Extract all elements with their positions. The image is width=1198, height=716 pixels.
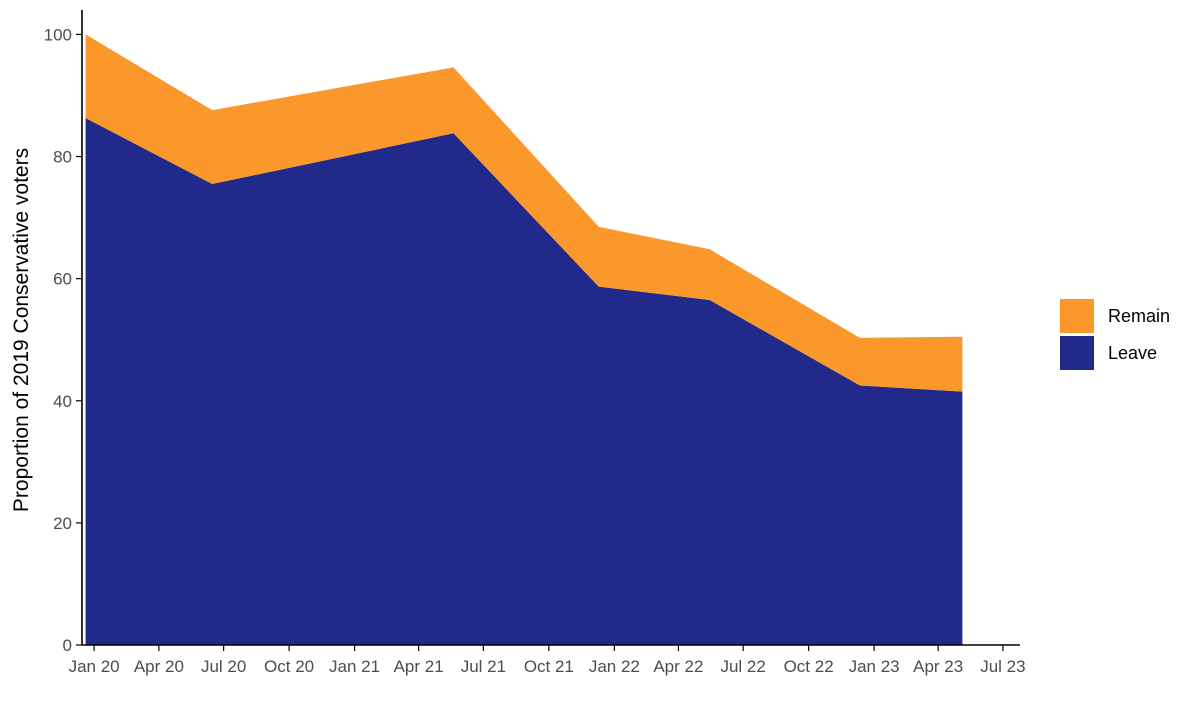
x-axis-ticks: Jan 20 Apr 20 Jul 20 Oct 20 Jan 21 Apr 21 Jul … — [69, 645, 1026, 676]
x-tick-label: Jul 22 — [720, 657, 765, 676]
x-tick-label: Apr 20 — [134, 657, 184, 676]
area-remain — [85, 34, 963, 392]
x-tick-label: Jan 23 — [849, 657, 900, 676]
x-tick-label: Oct 20 — [264, 657, 314, 676]
y-tick-label: 20 — [53, 514, 72, 533]
x-tick-label: Oct 22 — [784, 657, 834, 676]
chart-areas — [85, 34, 963, 646]
x-tick-label: Oct 21 — [524, 657, 574, 676]
x-tick-label: Apr 23 — [913, 657, 963, 676]
x-tick-label: Jan 21 — [329, 657, 380, 676]
x-tick-label: Jul 20 — [201, 657, 246, 676]
x-tick-label: Apr 22 — [653, 657, 703, 676]
y-tick-label: 60 — [53, 270, 72, 289]
legend-label-remain: Remain — [1108, 306, 1170, 326]
legend-swatch-remain — [1060, 299, 1094, 333]
y-axis-ticks: 0 20 40 60 80 100 — [44, 25, 82, 655]
y-tick-label: 0 — [63, 636, 72, 655]
y-tick-label: 100 — [44, 25, 72, 44]
area-leave — [85, 118, 963, 646]
x-tick-label: Jan 20 — [69, 657, 120, 676]
legend-label-leave: Leave — [1108, 343, 1157, 363]
x-tick-label: Jul 21 — [461, 657, 506, 676]
y-tick-label: 80 — [53, 148, 72, 167]
y-axis-title: Proportion of 2019 Conservative voters — [10, 148, 33, 512]
y-tick-label: 40 — [53, 392, 72, 411]
legend: Remain Leave — [1060, 299, 1170, 370]
x-tick-label: Jul 23 — [980, 657, 1025, 676]
legend-swatch-leave — [1060, 336, 1094, 370]
x-tick-label: Apr 21 — [394, 657, 444, 676]
x-tick-label: Jan 22 — [589, 657, 640, 676]
